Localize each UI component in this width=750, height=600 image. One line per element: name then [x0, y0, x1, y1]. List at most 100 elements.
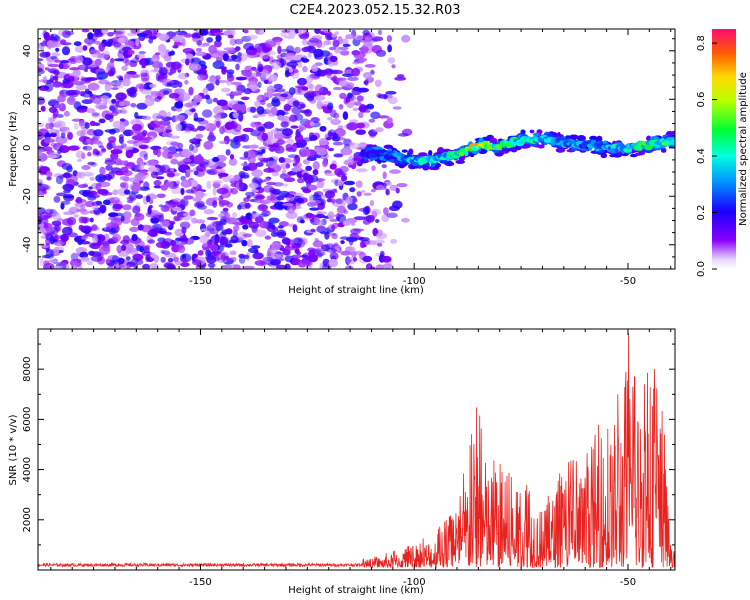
noise-blob: [73, 122, 79, 130]
noise-blob: [139, 180, 144, 184]
noise-blob: [363, 215, 372, 221]
noise-blob: [94, 58, 102, 66]
noise-blob: [212, 156, 220, 163]
noise-blob: [117, 160, 128, 166]
noise-blob: [175, 237, 185, 241]
noise-blob: [69, 67, 80, 71]
noise-blob: [130, 86, 136, 96]
noise-blob: [77, 239, 83, 246]
noise-blob: [152, 227, 164, 233]
noise-blob: [50, 132, 57, 138]
noise-blob: [109, 67, 116, 76]
noise-blob: [270, 231, 278, 237]
noise-blob: [319, 125, 327, 132]
noise-blob: [229, 154, 235, 160]
noise-blob: [248, 221, 260, 229]
noise-blob: [218, 200, 230, 206]
noise-blob: [161, 132, 174, 137]
noise-blob: [82, 172, 94, 177]
noise-blob: [138, 51, 146, 55]
noise-blob: [68, 206, 80, 214]
noise-blob: [175, 179, 181, 185]
noise-blob: [212, 200, 218, 208]
spectrogram-x-tick-label: -50: [620, 276, 636, 287]
noise-blob: [84, 37, 96, 45]
noise-blob: [199, 29, 209, 36]
noise-blob: [184, 129, 192, 134]
noise-blob: [377, 29, 383, 35]
noise-blob: [233, 264, 241, 269]
noise-blob: [330, 118, 341, 125]
noise-blob: [259, 260, 267, 267]
noise-blob: [352, 257, 357, 262]
noise-blob: [305, 165, 312, 171]
noise-blob: [353, 101, 362, 106]
spectrogram-panel: -150 -100 -50 -40 -20 0 20 40 Height of straigh…: [8, 28, 676, 296]
noise-blob: [96, 71, 108, 80]
noise-blob: [70, 258, 82, 268]
noise-blob: [218, 213, 228, 219]
noise-blob: [232, 225, 240, 232]
noise-blob: [256, 132, 267, 141]
noise-blob: [229, 251, 237, 256]
noise-blob: [340, 50, 350, 56]
noise-blob: [59, 39, 67, 45]
noise-blob: [212, 97, 218, 103]
signal-blob: [445, 161, 455, 167]
noise-blob: [230, 92, 242, 96]
noise-blob: [162, 146, 169, 152]
noise-blob: [131, 258, 140, 263]
noise-blob: [168, 135, 180, 139]
noise-blob: [354, 250, 365, 256]
noise-blob: [96, 253, 103, 262]
noise-blob: [153, 185, 163, 189]
noise-blob: [299, 33, 309, 40]
noise-blob: [299, 103, 306, 109]
noise-blob: [308, 184, 318, 191]
noise-blob: [47, 154, 58, 159]
noise-blob: [305, 212, 313, 219]
noise-blob: [345, 265, 354, 269]
noise-blob: [152, 113, 161, 121]
noise-blob: [76, 171, 82, 179]
noise-blob: [368, 118, 376, 123]
noise-blob: [80, 77, 92, 82]
noise-blob: [348, 155, 354, 164]
noise-blob: [373, 239, 385, 244]
noise-blob: [197, 74, 206, 81]
noise-blob: [235, 63, 240, 71]
noise-blob: [191, 217, 198, 224]
noise-blob: [286, 205, 296, 214]
noise-blob: [57, 148, 62, 154]
noise-blob: [337, 36, 343, 45]
noise-blob: [179, 221, 191, 230]
noise-blob: [309, 83, 315, 91]
noise-blob: [98, 246, 111, 255]
noise-blob: [271, 188, 281, 195]
noise-blob: [53, 103, 63, 109]
noise-blob: [349, 187, 356, 193]
noise-blob: [180, 257, 188, 263]
noise-blob: [81, 99, 94, 105]
noise-blob: [286, 138, 295, 144]
noise-blob: [242, 224, 249, 230]
noise-blob: [124, 59, 130, 67]
noise-blob: [39, 227, 46, 234]
noise-blob: [284, 35, 295, 39]
noise-blob: [211, 250, 222, 255]
noise-blob: [170, 158, 179, 165]
signal-blob: [401, 149, 408, 153]
noise-blob: [289, 114, 298, 122]
noise-blob: [129, 226, 140, 233]
noise-blob: [317, 178, 322, 183]
noise-blob: [122, 204, 132, 211]
noise-blob: [328, 147, 334, 152]
noise-blob: [208, 79, 216, 83]
noise-blob: [175, 123, 182, 132]
noise-blob: [135, 172, 146, 181]
noise-blob: [192, 94, 203, 103]
noise-blob: [82, 57, 93, 66]
noise-blob: [292, 158, 297, 165]
noise-blob: [75, 84, 87, 91]
noise-blob: [286, 61, 299, 68]
